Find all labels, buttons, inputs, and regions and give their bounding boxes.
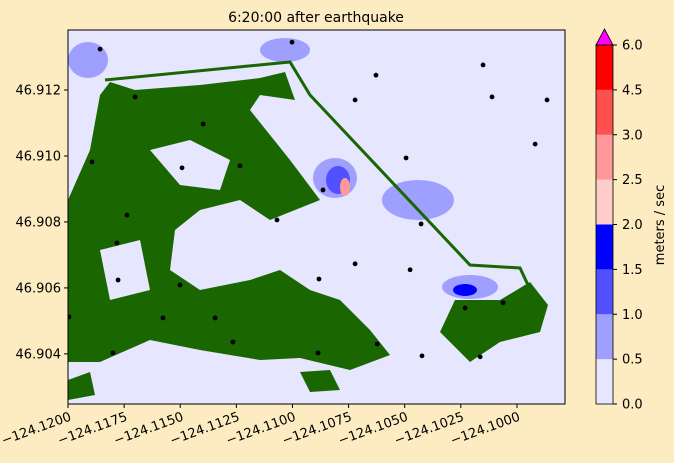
particles (68, 39, 550, 360)
y-tick-label: 46.908 (16, 215, 62, 230)
land (68, 72, 390, 370)
colorbar-tick-label: 4.5 (622, 83, 643, 98)
particle (316, 276, 322, 282)
flow-region (340, 178, 350, 196)
colorbar-level (596, 359, 613, 404)
particle (374, 341, 380, 347)
land (440, 282, 548, 362)
particle (480, 62, 486, 68)
colorbar-level (596, 89, 613, 135)
colorbar-tick-label: 2.5 (622, 173, 643, 188)
particle (114, 240, 120, 246)
colorbar-extend (595, 28, 614, 46)
particle (124, 212, 130, 218)
particle (407, 267, 413, 273)
colorbar-tick-label: 0.5 (622, 353, 643, 368)
particle (477, 354, 483, 360)
particle (403, 155, 409, 161)
particle (373, 72, 379, 78)
particle (160, 315, 166, 321)
particle (352, 261, 358, 267)
flow-region (453, 284, 477, 296)
colorbar-level (596, 314, 613, 360)
flow-region (68, 42, 108, 78)
colorbar-level (596, 224, 613, 270)
colorbar-tick-label: 1.0 (622, 308, 643, 323)
particle (418, 221, 424, 227)
colorbar-level (596, 179, 613, 225)
particle (500, 300, 506, 306)
land (68, 370, 340, 400)
particle (544, 97, 550, 103)
map-layer (68, 38, 548, 400)
particle (177, 282, 183, 288)
particle (489, 94, 495, 100)
y-tick-label: 46.910 (16, 149, 62, 164)
particle (315, 350, 321, 356)
particle (179, 165, 185, 171)
plot-frame (67, 29, 566, 405)
particle (212, 315, 218, 321)
particle (89, 159, 95, 165)
y-tick-label: 46.912 (16, 84, 62, 99)
colorbar-level (596, 134, 613, 180)
particle (68, 314, 72, 320)
colorbar-tick-label: 6.0 (622, 39, 643, 54)
colorbar-tick-label: 1.5 (622, 263, 643, 278)
y-tick-label: 46.904 (16, 347, 62, 362)
flow-region (382, 180, 454, 220)
colorbar-level (596, 269, 613, 315)
chart-title: 6:20:00 after earthquake (228, 10, 404, 26)
particle (115, 277, 121, 283)
land-gap (100, 140, 260, 300)
particle (230, 339, 236, 345)
particle (532, 141, 538, 147)
particle (132, 94, 138, 100)
particle (97, 46, 103, 52)
colorbar-tick-label: 2.0 (622, 218, 643, 233)
particle (110, 350, 116, 356)
particle (200, 121, 206, 127)
colorbar-tick-label: 0.0 (622, 398, 643, 413)
colorbar-tick-label: 3.0 (622, 128, 643, 143)
particle (289, 39, 295, 45)
road (104, 60, 537, 301)
particle (419, 353, 425, 359)
particle (274, 217, 280, 223)
particle (320, 187, 326, 193)
colorbar-label: meters / sec (653, 185, 668, 265)
flow-region (260, 38, 310, 62)
y-tick-label: 46.906 (16, 281, 62, 296)
particle (462, 305, 468, 311)
colorbar-level (596, 45, 613, 90)
particle (237, 163, 243, 169)
particle (352, 97, 358, 103)
